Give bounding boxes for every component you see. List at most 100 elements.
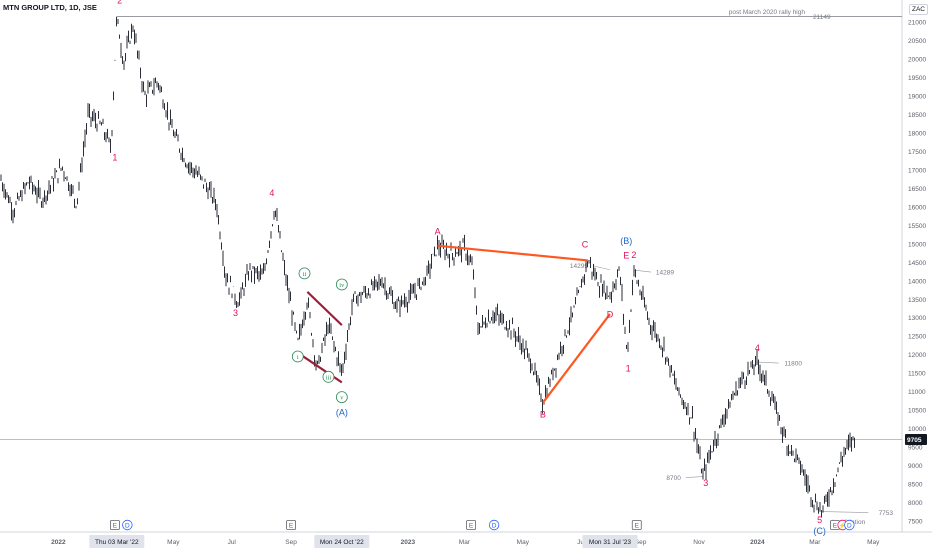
y-tick-label: 16000	[908, 204, 926, 211]
price-label: 14289	[656, 270, 674, 277]
x-tick-label: 2022	[51, 539, 66, 546]
price-label-connector	[821, 511, 869, 513]
minor-wave-label: i	[297, 354, 299, 361]
rally-high-value: 21149	[813, 14, 831, 21]
y-tick-label: 14500	[908, 260, 926, 267]
wave-label: (C)	[813, 526, 826, 536]
y-tick-label: 13000	[908, 315, 926, 322]
price-label-connector	[633, 269, 651, 273]
wave-label: 3	[233, 308, 238, 318]
dividend-marker-letter: D	[847, 522, 852, 529]
y-tick-label: 12000	[908, 352, 926, 359]
earnings-marker-letter: E	[469, 523, 474, 530]
price-axis[interactable]: 21000 20500 20000 19500 19000 18500 18000 17500…	[905, 20, 927, 526]
y-tick-label: 8000	[908, 500, 923, 507]
earnings-marker-letter: E	[635, 523, 640, 530]
x-tick-label: May	[167, 539, 180, 546]
event-markers[interactable]: E D E E D E E ⚡ D	[110, 519, 855, 531]
wave-label: 2	[117, 0, 122, 6]
x-tick-label: Mar	[809, 539, 821, 546]
x-highlight-label: Mon 31 Jul '23	[589, 539, 631, 546]
y-tick-label: 9000	[908, 463, 923, 470]
x-tick-label: Nov	[693, 539, 705, 546]
y-tick-label: 18000	[908, 131, 926, 138]
earnings-marker-letter: E	[833, 523, 838, 530]
x-highlight-label: Thu 03 Mar '22	[95, 539, 139, 546]
price-label: 8700	[666, 475, 681, 482]
y-tick-label: 10500	[908, 408, 926, 415]
x-tick-label: Sep	[635, 539, 647, 546]
wave-label: C	[582, 240, 589, 250]
trend-line	[306, 291, 343, 326]
y-tick-label: 10000	[908, 426, 926, 433]
earnings-marker	[286, 520, 296, 530]
price-label-connector	[685, 476, 703, 478]
symbol-title: MTN GROUP LTD, 1D, JSE	[3, 3, 97, 12]
minor-wave-circle	[298, 267, 311, 280]
horizontal-lines: post March 2020 rally high21149142991428…	[0, 9, 902, 526]
trend-line	[437, 244, 589, 262]
minor-wave-circle	[322, 370, 335, 383]
y-tick-label: 20000	[908, 57, 926, 64]
y-tick-label: 11500	[908, 371, 926, 378]
minor-wave-circle	[335, 278, 348, 291]
dividend-marker-letter: D	[125, 522, 130, 529]
price-label: 7753	[879, 510, 894, 517]
x-highlight-label: Mon 24 Oct '22	[320, 539, 364, 546]
wave-label: 4	[269, 188, 274, 198]
wave-label: E	[623, 251, 629, 261]
dividend-marker	[488, 519, 500, 531]
trend-line	[297, 351, 343, 384]
minor-wave-circle	[335, 391, 348, 404]
split-marker-icon: ⚡	[839, 521, 846, 529]
y-tick-label: 21000	[908, 20, 926, 27]
wave-label: 5	[817, 515, 822, 525]
dividend-marker-letter: D	[492, 522, 497, 529]
wave-label: 3	[703, 478, 708, 488]
wave-label: B	[540, 409, 546, 419]
last-price-box	[905, 433, 927, 445]
earnings-marker-letter: E	[289, 523, 294, 530]
earnings-marker	[466, 520, 477, 530]
trend-line	[542, 313, 611, 404]
y-tick-label: 18500	[908, 112, 926, 119]
last-price-label: 9705	[907, 437, 922, 444]
y-tick-label: 12500	[908, 334, 926, 341]
price-series	[0, 16, 855, 518]
y-tick-label: 19500	[908, 75, 926, 82]
wave-label: D	[607, 310, 614, 320]
trend-lines[interactable]	[297, 244, 611, 404]
y-tick-label: 7500	[908, 518, 923, 525]
y-tick-label: 14000	[908, 278, 926, 285]
y-tick-label: 17000	[908, 167, 926, 174]
x-tick-label: 2024	[750, 539, 765, 546]
earnings-marker	[631, 520, 642, 530]
x-tick-label: Jul	[228, 539, 237, 546]
y-tick-label: 15000	[908, 241, 926, 248]
y-tick-label: 19000	[908, 94, 926, 101]
chart-grid	[0, 0, 932, 533]
currency-badge[interactable]: ZAC	[909, 4, 928, 15]
x-highlight-box	[89, 535, 145, 548]
dividend-marker	[122, 519, 133, 531]
minor-wave-label: v	[340, 395, 344, 402]
x-highlight-box	[582, 535, 638, 548]
price-label: 11800	[784, 361, 802, 368]
minor-wave-circle	[291, 350, 304, 363]
wave-label: A	[435, 227, 441, 237]
y-tick-label: 17500	[908, 149, 926, 156]
minor-wave-label: iii	[326, 374, 332, 381]
minor-wave-label: ii	[303, 271, 307, 278]
y-tick-label: 20500	[908, 38, 926, 45]
minor-wave-label: iv	[339, 282, 345, 289]
x-tick-label: May	[517, 539, 530, 546]
wave-label: (B)	[620, 236, 632, 246]
wave-label: 1	[626, 363, 631, 373]
dividend-marker	[844, 519, 855, 531]
price-label: 14299	[570, 263, 588, 270]
y-tick-label: 13500	[908, 297, 926, 304]
time-axis[interactable]: 2022 May Jul Sep 2023 Mar May Jul Sep Nov 2024 Mar M…	[51, 535, 880, 548]
x-tick-label: May	[867, 539, 880, 546]
